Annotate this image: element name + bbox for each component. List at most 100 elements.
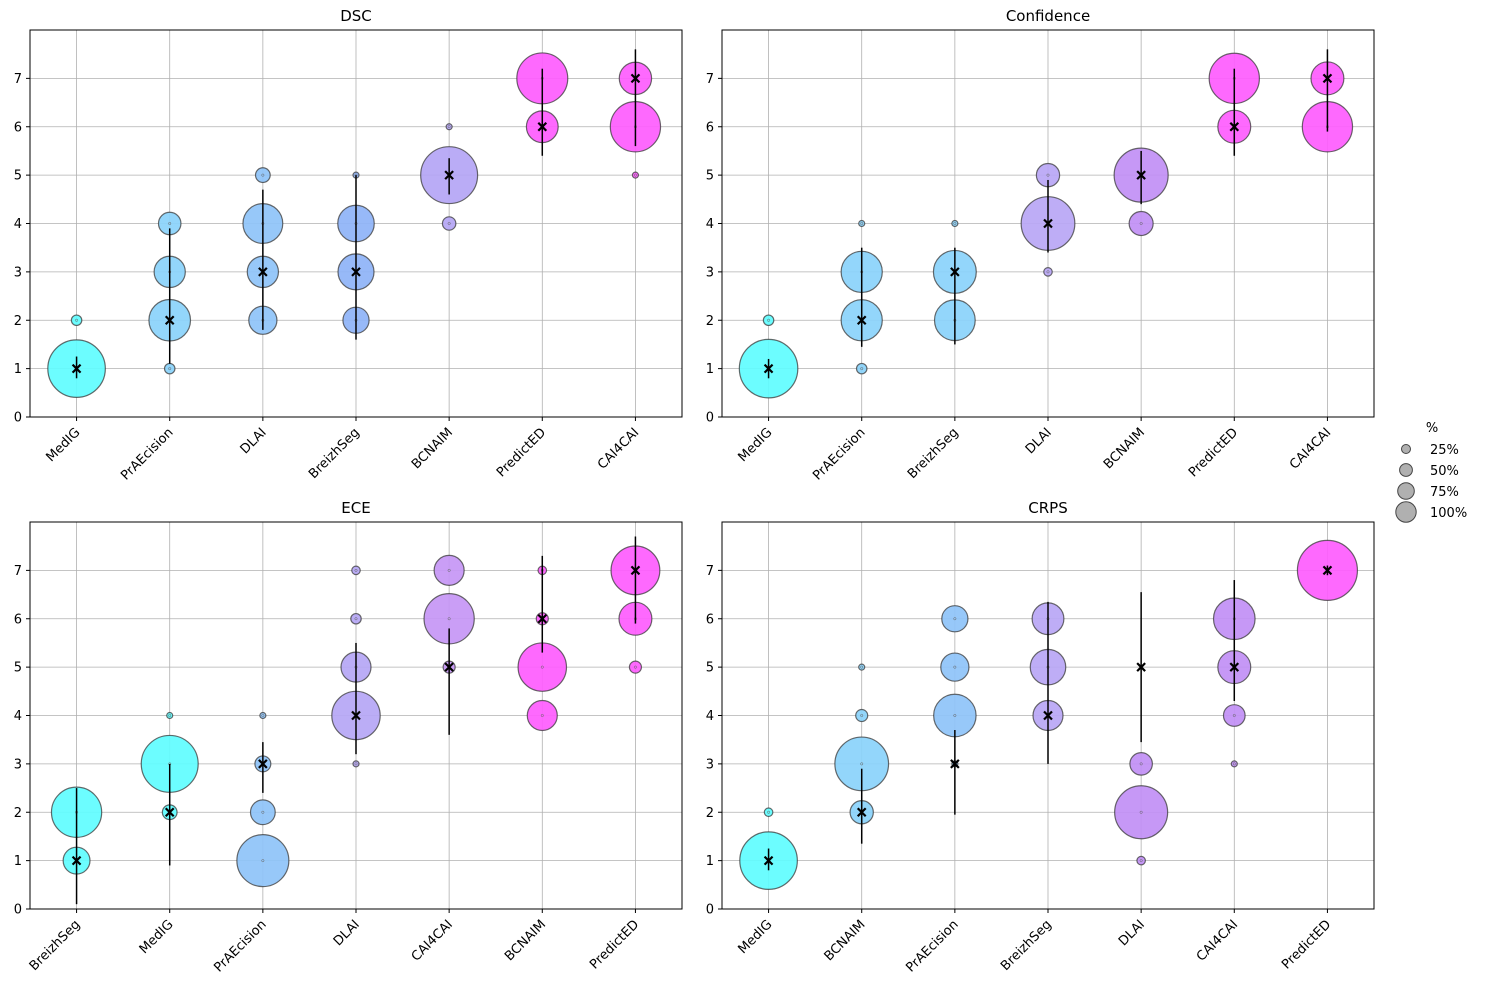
panel-title: CRPS — [1028, 499, 1067, 517]
bubble-center-dot — [168, 367, 172, 371]
bubble-center-dot — [860, 665, 864, 669]
legend-label-50: 50% — [1430, 464, 1459, 479]
y-tick-label: 1 — [14, 854, 22, 869]
bubble-medig-rank-2 — [762, 314, 775, 327]
bubble-dlai-rank-7 — [351, 565, 361, 576]
x-tick-label-cai4cai: CAI4CAI — [595, 425, 642, 472]
x-tick-label-breizhseg: BreizhSeg — [306, 425, 363, 482]
median-marker-predicted — [1322, 565, 1333, 576]
bubble-dlai-rank-2 — [1114, 785, 1169, 840]
bubble-medig-rank-2 — [763, 807, 774, 818]
y-tick-label: 4 — [706, 709, 714, 724]
bubble-medig-rank-4 — [166, 711, 174, 720]
bubble-center-dot — [953, 714, 957, 717]
y-tick-label: 1 — [14, 362, 22, 377]
legend-bubble-25 — [1401, 444, 1411, 454]
x-tick-label-dlai: DLAI — [1116, 917, 1148, 949]
bubble-dlai-rank-3 — [352, 760, 360, 768]
y-tick-label: 7 — [706, 72, 714, 87]
bubble-center-dot — [75, 318, 79, 322]
median-marker-dlai — [351, 710, 361, 721]
bubble-center-dot — [261, 714, 265, 717]
y-tick-label: 3 — [14, 265, 22, 280]
y-tick-label: 4 — [14, 217, 22, 232]
y-tick-label: 6 — [706, 612, 714, 627]
y-tick-label: 0 — [14, 411, 22, 426]
y-tick-label: 1 — [706, 362, 714, 377]
bubble-breizhseg-rank-4 — [951, 219, 959, 228]
bubble-dlai-rank-1 — [1136, 855, 1146, 866]
bubble-bcnaim-rank-4 — [441, 216, 457, 231]
y-tick-label: 2 — [14, 314, 22, 329]
panel-title: ECE — [341, 499, 370, 517]
bubble-center-dot — [1139, 762, 1143, 766]
bubble-dlai-rank-3 — [1129, 752, 1153, 776]
x-tick-label-medig: MedIG — [137, 917, 177, 957]
bubble-center-dot — [447, 617, 451, 621]
bubble-center-dot — [447, 125, 451, 129]
median-marker-medig — [763, 363, 774, 374]
x-tick-label-predicted: PredictED — [1186, 425, 1241, 480]
median-marker-medig — [71, 363, 82, 374]
bubble-center-dot — [354, 617, 358, 621]
median-marker-dlai — [1136, 662, 1146, 672]
bubble-bcnaim-rank-4 — [1128, 210, 1154, 237]
legend-title: % — [1426, 421, 1438, 436]
median-marker-praecision — [950, 759, 960, 769]
bubble-center-dot — [767, 318, 771, 322]
x-tick-label-medig: MedIG — [736, 425, 776, 465]
y-tick-label: 5 — [706, 661, 714, 676]
y-tick-label: 7 — [14, 72, 22, 87]
median-marker-medig — [763, 855, 774, 866]
bubble-center-dot — [633, 665, 637, 669]
bubble-center-dot — [1139, 222, 1143, 225]
bubble-center-dot — [1232, 762, 1236, 766]
legend-bubble-50 — [1399, 463, 1413, 477]
bubble-bcnaim-rank-4 — [526, 699, 558, 732]
bubble-center-dot — [953, 665, 957, 669]
bubble-praecision-rank-1 — [163, 362, 176, 375]
median-marker-bcnaim — [444, 170, 454, 180]
median-marker-bcnaim — [856, 807, 867, 818]
y-tick-label: 2 — [706, 806, 714, 821]
x-tick-label-bcnaim: BCNAIM — [1101, 425, 1148, 472]
bubble-cai4cai-rank-7 — [433, 554, 465, 586]
bubble-praecision-rank-2 — [249, 799, 276, 826]
bubble-center-dot — [354, 568, 358, 572]
bubble-bcnaim-rank-4 — [855, 708, 869, 723]
y-tick-label: 4 — [706, 217, 714, 232]
bubble-center-dot — [1046, 173, 1050, 177]
x-tick-label-cai4cai: CAI4CAI — [1194, 917, 1241, 964]
bubble-center-dot — [860, 222, 864, 225]
y-tick-label: 1 — [706, 854, 714, 869]
x-tick-label-bcnaim: BCNAIM — [409, 425, 456, 472]
y-tick-label: 0 — [14, 903, 22, 918]
bubble-cai4cai-rank-3 — [1230, 760, 1238, 768]
bubble-center-dot — [168, 714, 172, 717]
x-tick-label-praecision: PrAEcision — [118, 425, 176, 483]
y-tick-label: 2 — [14, 806, 22, 821]
bubble-center-dot — [860, 714, 864, 717]
bubble-center-dot — [767, 810, 771, 814]
y-tick-label: 3 — [706, 265, 714, 280]
bubble-bcnaim-rank-6 — [445, 123, 453, 131]
median-marker-praecision — [856, 315, 867, 326]
y-tick-label: 7 — [14, 564, 22, 579]
x-tick-label-breizhseg: BreizhSeg — [998, 917, 1055, 974]
median-marker-cai4cai — [444, 662, 454, 672]
legend-label-100: 100% — [1430, 506, 1467, 521]
median-marker-medig — [164, 807, 175, 818]
bubble-center-dot — [447, 568, 451, 572]
median-marker-breizhseg — [351, 267, 361, 277]
median-marker-dlai — [258, 267, 268, 277]
bubble-praecision-rank-6 — [941, 605, 969, 633]
median-marker-breizhseg — [950, 267, 960, 277]
x-tick-label-dlai: DLAI — [331, 917, 363, 949]
size-legend: % 25% 50% 75% 100% — [1395, 421, 1467, 523]
bubble-praecision-rank-1 — [236, 834, 290, 888]
bubble-dlai-rank-3 — [1043, 267, 1053, 277]
bubble-center-dot — [633, 173, 637, 177]
bubble-praecision-rank-5 — [940, 652, 970, 682]
panel-title: DSC — [340, 7, 372, 25]
